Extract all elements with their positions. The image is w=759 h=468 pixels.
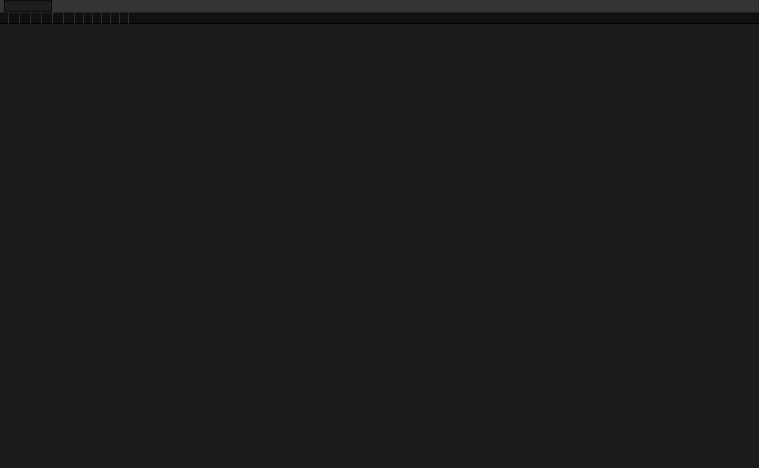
legend-high bbox=[31, 12, 42, 24]
legend-low bbox=[42, 12, 53, 24]
symbol-input[interactable] bbox=[4, 0, 52, 12]
dma50-study-value bbox=[102, 12, 111, 24]
dma200-study-value bbox=[120, 12, 129, 24]
top-toolbar bbox=[0, 0, 759, 13]
chart-legend-bar bbox=[0, 12, 759, 24]
price-chart[interactable] bbox=[0, 24, 759, 468]
legend-open bbox=[20, 12, 31, 24]
legend-range bbox=[64, 12, 75, 24]
dma200-study-label[interactable] bbox=[111, 12, 120, 24]
dma50-study-label[interactable] bbox=[93, 12, 102, 24]
legend-date bbox=[9, 12, 20, 24]
chart-title[interactable] bbox=[0, 12, 9, 24]
volume-study-value bbox=[84, 12, 93, 24]
volume-study-label[interactable] bbox=[75, 12, 84, 24]
legend-close bbox=[53, 12, 64, 24]
chart-area[interactable] bbox=[0, 24, 759, 468]
